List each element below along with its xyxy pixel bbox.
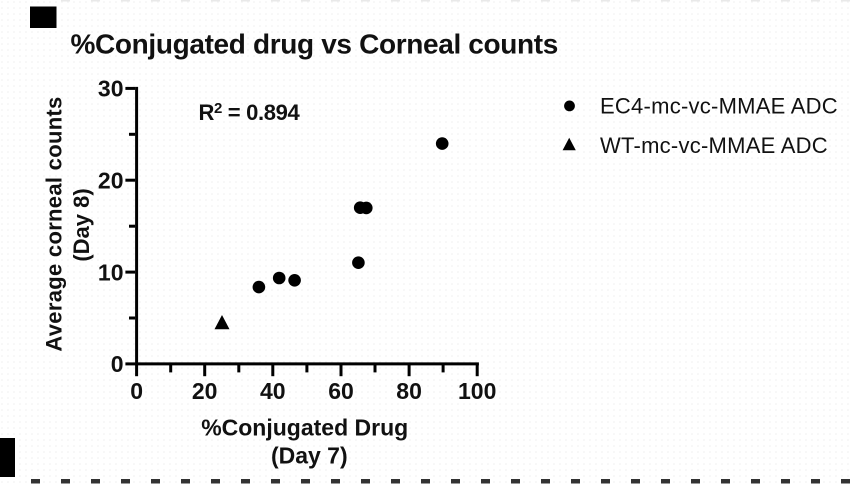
svg-text:%Conjugated Drug: %Conjugated Drug xyxy=(201,414,408,440)
svg-text:(Day 8): (Day 8) xyxy=(69,188,94,261)
svg-text:WT-mc-vc-MMAE ADC: WT-mc-vc-MMAE ADC xyxy=(600,133,828,158)
svg-text:30: 30 xyxy=(98,76,124,102)
svg-text:0: 0 xyxy=(130,378,143,404)
svg-text:%Conjugated drug vs Corneal co: %Conjugated drug vs Corneal counts xyxy=(71,29,558,60)
svg-text:0: 0 xyxy=(111,351,124,377)
svg-text:100: 100 xyxy=(458,378,496,404)
svg-text:40: 40 xyxy=(260,378,286,404)
svg-text:80: 80 xyxy=(396,378,422,404)
svg-text:10: 10 xyxy=(98,259,124,285)
svg-text:R2 = 0.894: R2 = 0.894 xyxy=(199,100,301,125)
svg-text:20: 20 xyxy=(192,378,218,404)
svg-text:60: 60 xyxy=(328,378,354,404)
svg-text:Average corneal counts: Average corneal counts xyxy=(42,96,67,351)
svg-text:20: 20 xyxy=(98,168,124,194)
svg-text:(Day 7): (Day 7) xyxy=(271,442,348,468)
svg-text:EC4-mc-vc-MMAE ADC: EC4-mc-vc-MMAE ADC xyxy=(600,94,838,119)
